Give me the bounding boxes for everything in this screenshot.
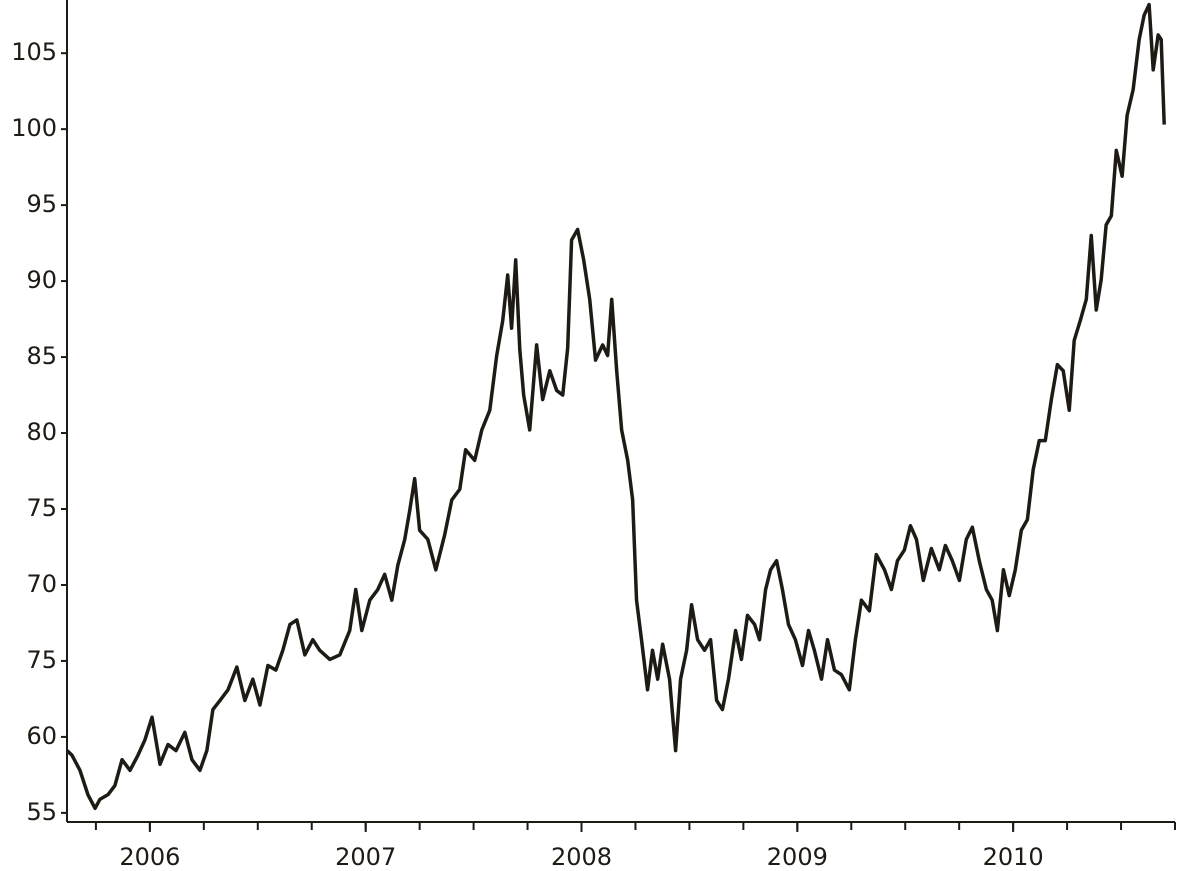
y-tick-label: 80: [26, 418, 57, 446]
y-tick-label: 100: [11, 114, 57, 142]
x-tick-label: 2006: [119, 843, 180, 871]
y-tick-label: 85: [26, 342, 57, 370]
y-tick-label: 95: [26, 190, 57, 218]
x-tick-label: 2008: [551, 843, 612, 871]
y-tick-label: 90: [26, 266, 57, 294]
y-tick-label: 75: [26, 646, 57, 674]
price-line: [65, 2, 1166, 811]
x-tick-label: 2009: [767, 843, 828, 871]
y-tick-label: 60: [26, 722, 57, 750]
x-tick-label: 2010: [983, 843, 1044, 871]
y-tick-label: 55: [26, 798, 57, 826]
x-tick-label: 2007: [335, 843, 396, 871]
y-tick-label: 70: [26, 570, 57, 598]
y-tick-label: 75: [26, 494, 57, 522]
y-tick-label: 105: [11, 38, 57, 66]
